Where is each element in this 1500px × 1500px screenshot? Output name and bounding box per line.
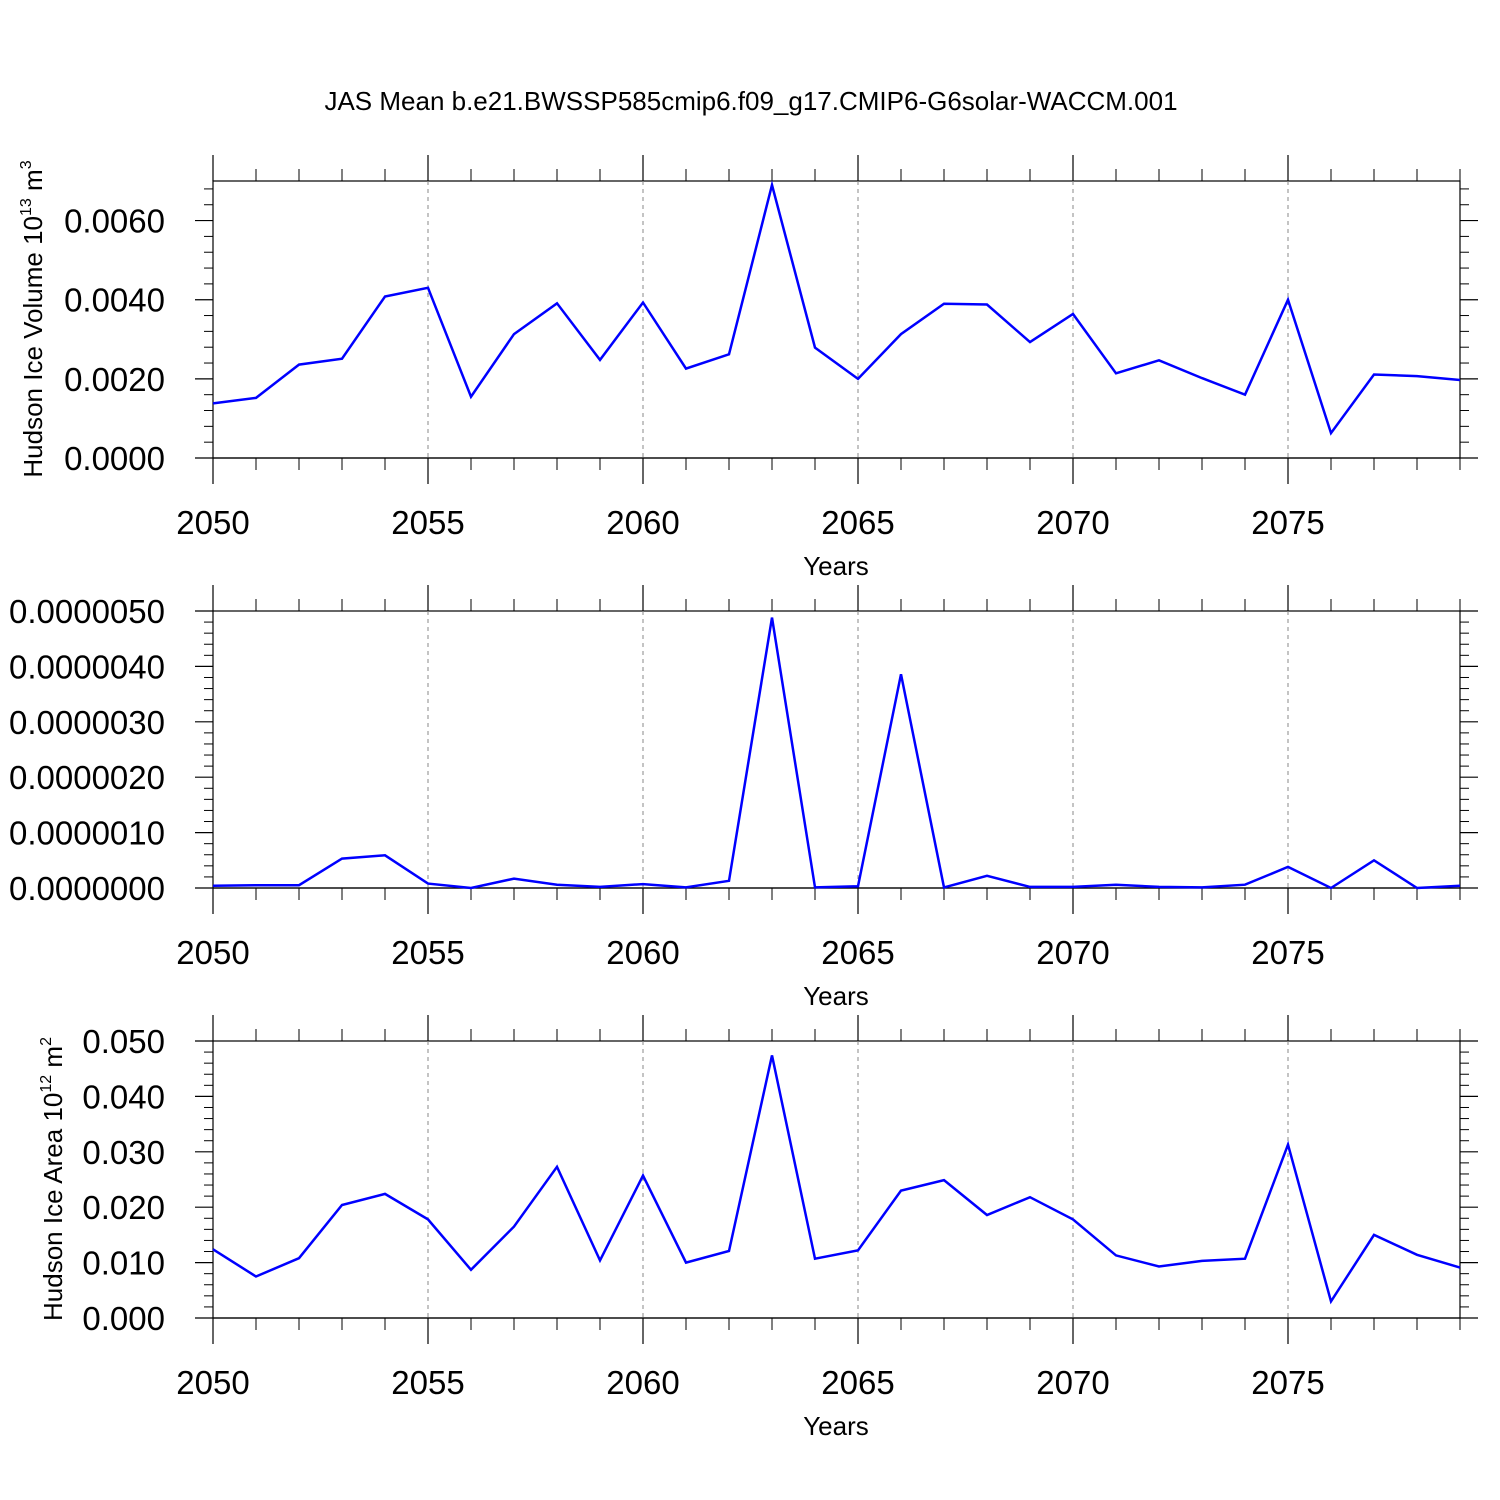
y-tick-labels: 0.000 0.010 0.020 0.030 0.040 0.050 (82, 1023, 165, 1337)
x-tick-label: 2060 (606, 504, 679, 541)
y-tick-label: 0.0000050 (9, 593, 165, 630)
ice-volume-panel: 0.0000 0.0020 0.0040 0.0060 2050 2055 2060 206… (18, 155, 1478, 581)
y-tick-label: 0.040 (82, 1078, 165, 1115)
axis-ticks (195, 585, 1478, 914)
secondary-panel: 0.0000000 0.0000010 0.0000020 0.0000030 0.00… (9, 585, 1478, 1011)
x-gridlines (213, 1041, 1460, 1319)
x-tick-label: 2055 (391, 934, 464, 971)
y-tick-label: 0.0060 (64, 203, 165, 240)
y-tick-label: 0.0020 (64, 361, 165, 398)
y-tick-label: 0.0000020 (9, 759, 165, 796)
y-tick-label: 0.000 (82, 1300, 165, 1337)
plot-frame (212, 180, 1461, 459)
x-tick-labels: 2050 2055 2060 2065 2070 2075 (176, 934, 1324, 971)
x-axis-label: Years (803, 551, 869, 581)
y-tick-labels: 0.0000000 0.0000010 0.0000020 0.0000030 0.00… (9, 593, 165, 907)
x-tick-label: 2070 (1036, 1364, 1109, 1401)
x-axis-label: Years (803, 981, 869, 1011)
y-tick-label: 0.020 (82, 1189, 165, 1226)
y-tick-label: 0.0000010 (9, 815, 165, 852)
ice-volume-line (212, 180, 1461, 436)
x-tick-label: 2065 (821, 1364, 894, 1401)
x-tick-label: 2075 (1251, 1364, 1324, 1401)
x-tick-label: 2050 (176, 934, 249, 971)
x-tick-label: 2060 (606, 1364, 679, 1401)
x-tick-labels: 2050 2055 2060 2065 2070 2075 (176, 504, 1324, 541)
secondary-line (212, 617, 1461, 890)
y-tick-label: 0.030 (82, 1134, 165, 1171)
x-tick-label: 2075 (1251, 934, 1324, 971)
y-tick-label: 0.0000 (64, 440, 165, 477)
y-tick-label: 0.0000000 (9, 870, 165, 907)
y-tick-label: 0.0000040 (9, 648, 165, 685)
x-tick-label: 2065 (821, 934, 894, 971)
x-tick-label: 2050 (176, 504, 249, 541)
y-tick-label: 0.0000030 (9, 704, 165, 741)
y-axis-label: Hudson Ice Volume 1013 m3 (18, 160, 48, 477)
y-tick-labels: 0.0000 0.0020 0.0040 0.0060 (64, 203, 165, 477)
x-gridlines (213, 181, 1460, 459)
x-axis-label: Years (803, 1411, 869, 1441)
x-gridlines (213, 611, 1460, 889)
y-tick-label: 0.010 (82, 1245, 165, 1282)
axis-ticks (195, 155, 1478, 484)
plot-frame (212, 1040, 1461, 1319)
x-tick-label: 2050 (176, 1364, 249, 1401)
y-axis-label: Hudson Ice Area 1012 m2 (38, 1037, 68, 1321)
x-tick-label: 2070 (1036, 504, 1109, 541)
ice-area-line (212, 1055, 1461, 1305)
y-tick-label: 0.0040 (64, 282, 165, 319)
y-tick-label: 0.050 (82, 1023, 165, 1060)
x-tick-label: 2060 (606, 934, 679, 971)
plot-frame (212, 610, 1461, 889)
x-tick-label: 2065 (821, 504, 894, 541)
x-tick-label: 2055 (391, 1364, 464, 1401)
x-tick-label: 2055 (391, 504, 464, 541)
axis-ticks (195, 1015, 1478, 1344)
x-tick-label: 2075 (1251, 504, 1324, 541)
chart-title: JAS Mean b.e21.BWSSP585cmip6.f09_g17.CMI… (324, 86, 1177, 116)
x-tick-label: 2070 (1036, 934, 1109, 971)
x-tick-labels: 2050 2055 2060 2065 2070 2075 (176, 1364, 1324, 1401)
